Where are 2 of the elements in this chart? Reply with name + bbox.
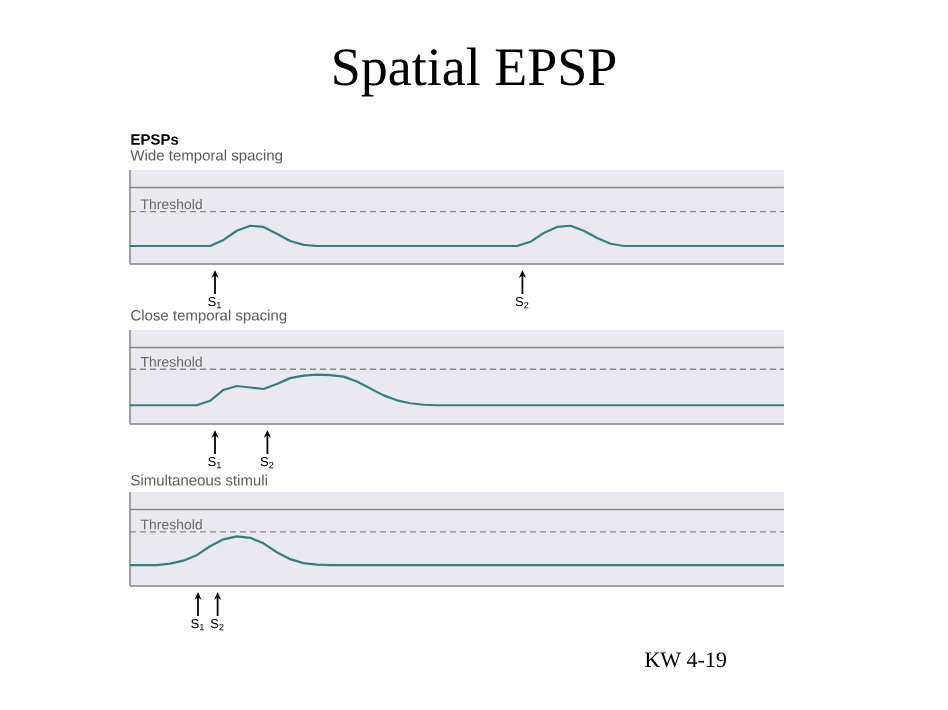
chart-title: Spatial EPSP xyxy=(334,47,616,97)
text: KW 4-19 xyxy=(645,652,726,668)
